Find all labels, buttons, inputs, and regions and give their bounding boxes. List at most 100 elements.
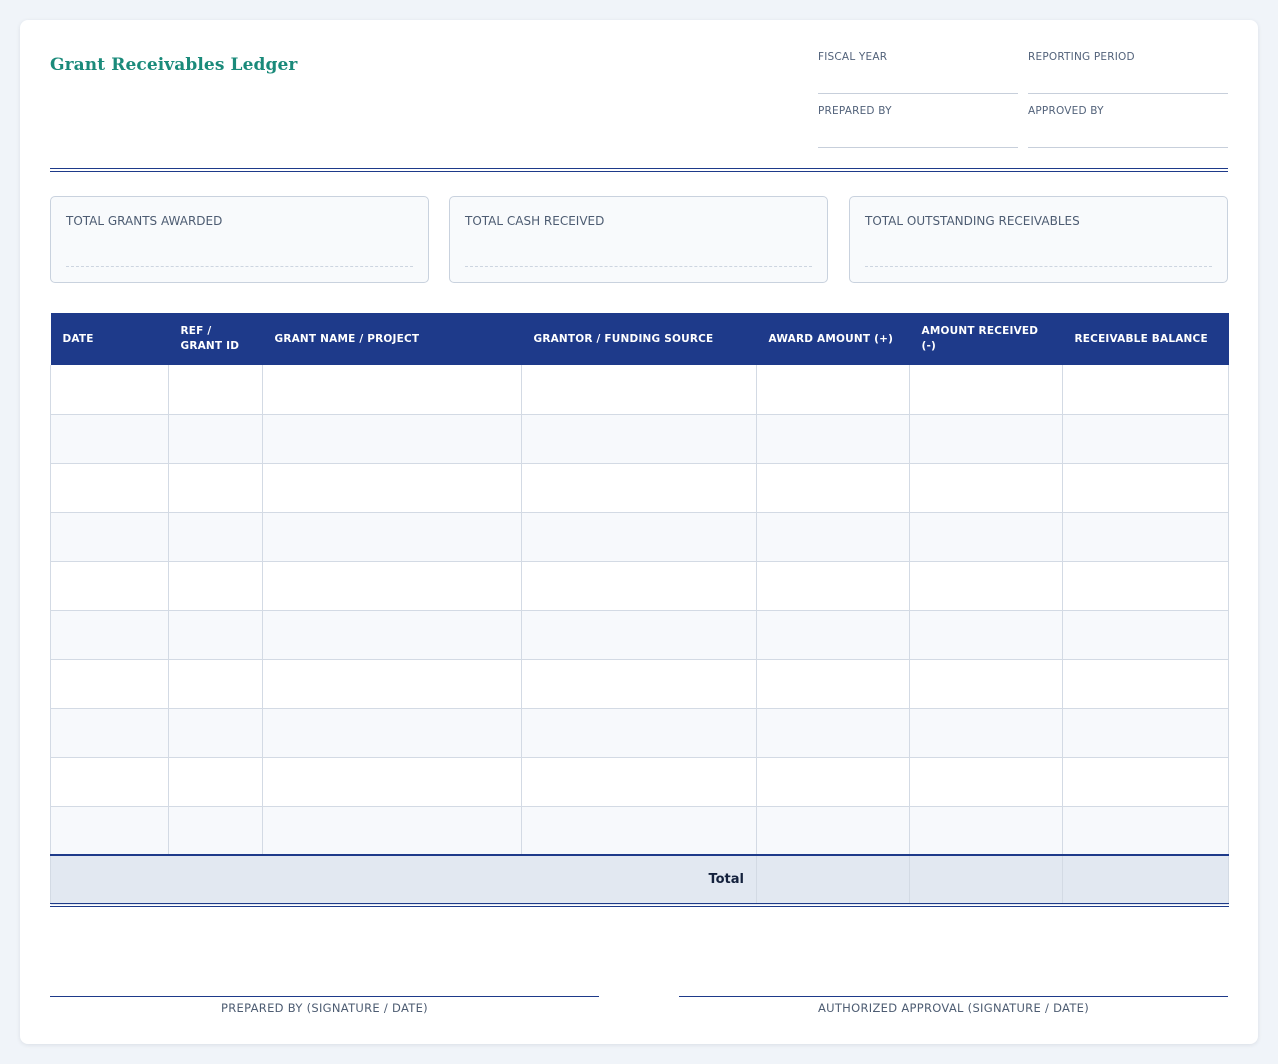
grantor-cell[interactable] [521, 463, 757, 513]
ref-grant-id-cell[interactable] [168, 561, 263, 611]
table-row [50, 659, 1229, 709]
grantor-cell[interactable] [521, 610, 757, 660]
date-cell[interactable] [50, 708, 169, 758]
ref-grant-id-cell[interactable] [168, 610, 263, 660]
table-row [50, 463, 1229, 513]
grant-name-cell[interactable] [262, 708, 522, 758]
receivable-balance-cell[interactable] [1062, 610, 1229, 660]
award-amount-cell[interactable] [756, 708, 910, 758]
award-amount-cell[interactable] [756, 512, 910, 562]
amount-received-cell[interactable] [909, 757, 1063, 807]
amount-received-cell[interactable] [909, 806, 1063, 856]
col-header-receivable-balance: Receivable Balance [1062, 313, 1229, 365]
grant-name-cell[interactable] [262, 806, 522, 856]
date-cell[interactable] [50, 806, 169, 856]
total-award-amount-cell[interactable] [756, 854, 910, 907]
receivable-balance-cell[interactable] [1062, 512, 1229, 562]
grantor-cell[interactable] [521, 414, 757, 464]
grant-name-cell[interactable] [262, 463, 522, 513]
ref-grant-id-cell[interactable] [168, 708, 263, 758]
table-row [50, 757, 1229, 807]
total-cash-received-box[interactable]: Total Cash Received [449, 196, 828, 283]
amount-received-cell[interactable] [909, 414, 1063, 464]
fiscal-year-line [818, 93, 1018, 94]
approval-signature-block[interactable]: Authorized Approval (Signature / Date) [679, 996, 1228, 1015]
amount-received-cell[interactable] [909, 610, 1063, 660]
col-header-grantor: Grantor / Funding Source [521, 313, 757, 365]
grantor-cell[interactable] [521, 512, 757, 562]
receivable-balance-cell[interactable] [1062, 659, 1229, 709]
receivable-balance-cell[interactable] [1062, 561, 1229, 611]
grant-name-cell[interactable] [262, 414, 522, 464]
total-grants-awarded-box[interactable]: Total Grants Awarded [50, 196, 429, 283]
amount-received-cell[interactable] [909, 512, 1063, 562]
prepared-signature-block[interactable]: Prepared By (Signature / Date) [50, 996, 599, 1015]
date-cell[interactable] [50, 512, 169, 562]
total-receivable-balance-cell[interactable] [1062, 854, 1229, 907]
approved-by-line [1028, 147, 1228, 148]
award-amount-cell[interactable] [756, 757, 910, 807]
receivable-balance-cell[interactable] [1062, 806, 1229, 856]
grantor-cell[interactable] [521, 708, 757, 758]
amount-received-cell[interactable] [909, 463, 1063, 513]
grantor-cell[interactable] [521, 659, 757, 709]
ref-grant-id-cell[interactable] [168, 365, 263, 415]
date-cell[interactable] [50, 659, 169, 709]
grant-name-cell[interactable] [262, 561, 522, 611]
ref-grant-id-cell[interactable] [168, 806, 263, 856]
date-cell[interactable] [50, 414, 169, 464]
grant-name-cell[interactable] [262, 610, 522, 660]
award-amount-cell[interactable] [756, 365, 910, 415]
award-amount-cell[interactable] [756, 610, 910, 660]
ref-grant-id-cell[interactable] [168, 414, 263, 464]
grantor-cell[interactable] [521, 806, 757, 856]
approved-by-field[interactable]: Approved By [1028, 105, 1228, 148]
prepared-by-line [818, 147, 1018, 148]
date-cell[interactable] [50, 610, 169, 660]
award-amount-cell[interactable] [756, 806, 910, 856]
reporting-period-field[interactable]: Reporting Period [1028, 51, 1228, 94]
award-amount-cell[interactable] [756, 561, 910, 611]
total-label: Total [50, 854, 757, 907]
reporting-period-label: Reporting Period [1028, 51, 1135, 63]
table-body: Total [50, 365, 1229, 907]
amount-received-cell[interactable] [909, 708, 1063, 758]
date-cell[interactable] [50, 463, 169, 513]
ref-grant-id-cell[interactable] [168, 512, 263, 562]
approval-signature-label: Authorized Approval (Signature / Date) [817, 1001, 1090, 1015]
prepared-by-field[interactable]: Prepared By [818, 105, 1018, 148]
grantor-cell[interactable] [521, 561, 757, 611]
grant-name-cell[interactable] [262, 757, 522, 807]
grant-name-cell[interactable] [262, 659, 522, 709]
ledger-sheet: Grant Receivables Ledger Fiscal Year Rep… [20, 20, 1258, 1044]
table-row [50, 708, 1229, 758]
award-amount-cell[interactable] [756, 414, 910, 464]
award-amount-cell[interactable] [756, 659, 910, 709]
grant-name-cell[interactable] [262, 512, 522, 562]
amount-received-cell[interactable] [909, 365, 1063, 415]
date-cell[interactable] [50, 757, 169, 807]
receivable-balance-cell[interactable] [1062, 365, 1229, 415]
receivable-balance-cell[interactable] [1062, 414, 1229, 464]
amount-received-cell[interactable] [909, 659, 1063, 709]
receivable-balance-cell[interactable] [1062, 757, 1229, 807]
ref-grant-id-cell[interactable] [168, 757, 263, 807]
date-cell[interactable] [50, 365, 169, 415]
total-outstanding-box[interactable]: Total Outstanding Receivables [849, 196, 1228, 283]
ref-grant-id-cell[interactable] [168, 463, 263, 513]
grantor-cell[interactable] [521, 365, 757, 415]
ref-grant-id-cell[interactable] [168, 659, 263, 709]
col-header-date: Date [50, 313, 169, 365]
amount-received-cell[interactable] [909, 561, 1063, 611]
receivable-balance-cell[interactable] [1062, 463, 1229, 513]
receivables-table: Date Ref / Grant ID Grant Name / Project… [50, 313, 1229, 907]
total-cash-received-line [465, 266, 812, 267]
fiscal-year-field[interactable]: Fiscal Year [818, 51, 1018, 94]
grant-name-cell[interactable] [262, 365, 522, 415]
table-total-row: Total [50, 854, 1229, 907]
grantor-cell[interactable] [521, 757, 757, 807]
date-cell[interactable] [50, 561, 169, 611]
award-amount-cell[interactable] [756, 463, 910, 513]
receivable-balance-cell[interactable] [1062, 708, 1229, 758]
total-amount-received-cell[interactable] [909, 854, 1063, 907]
